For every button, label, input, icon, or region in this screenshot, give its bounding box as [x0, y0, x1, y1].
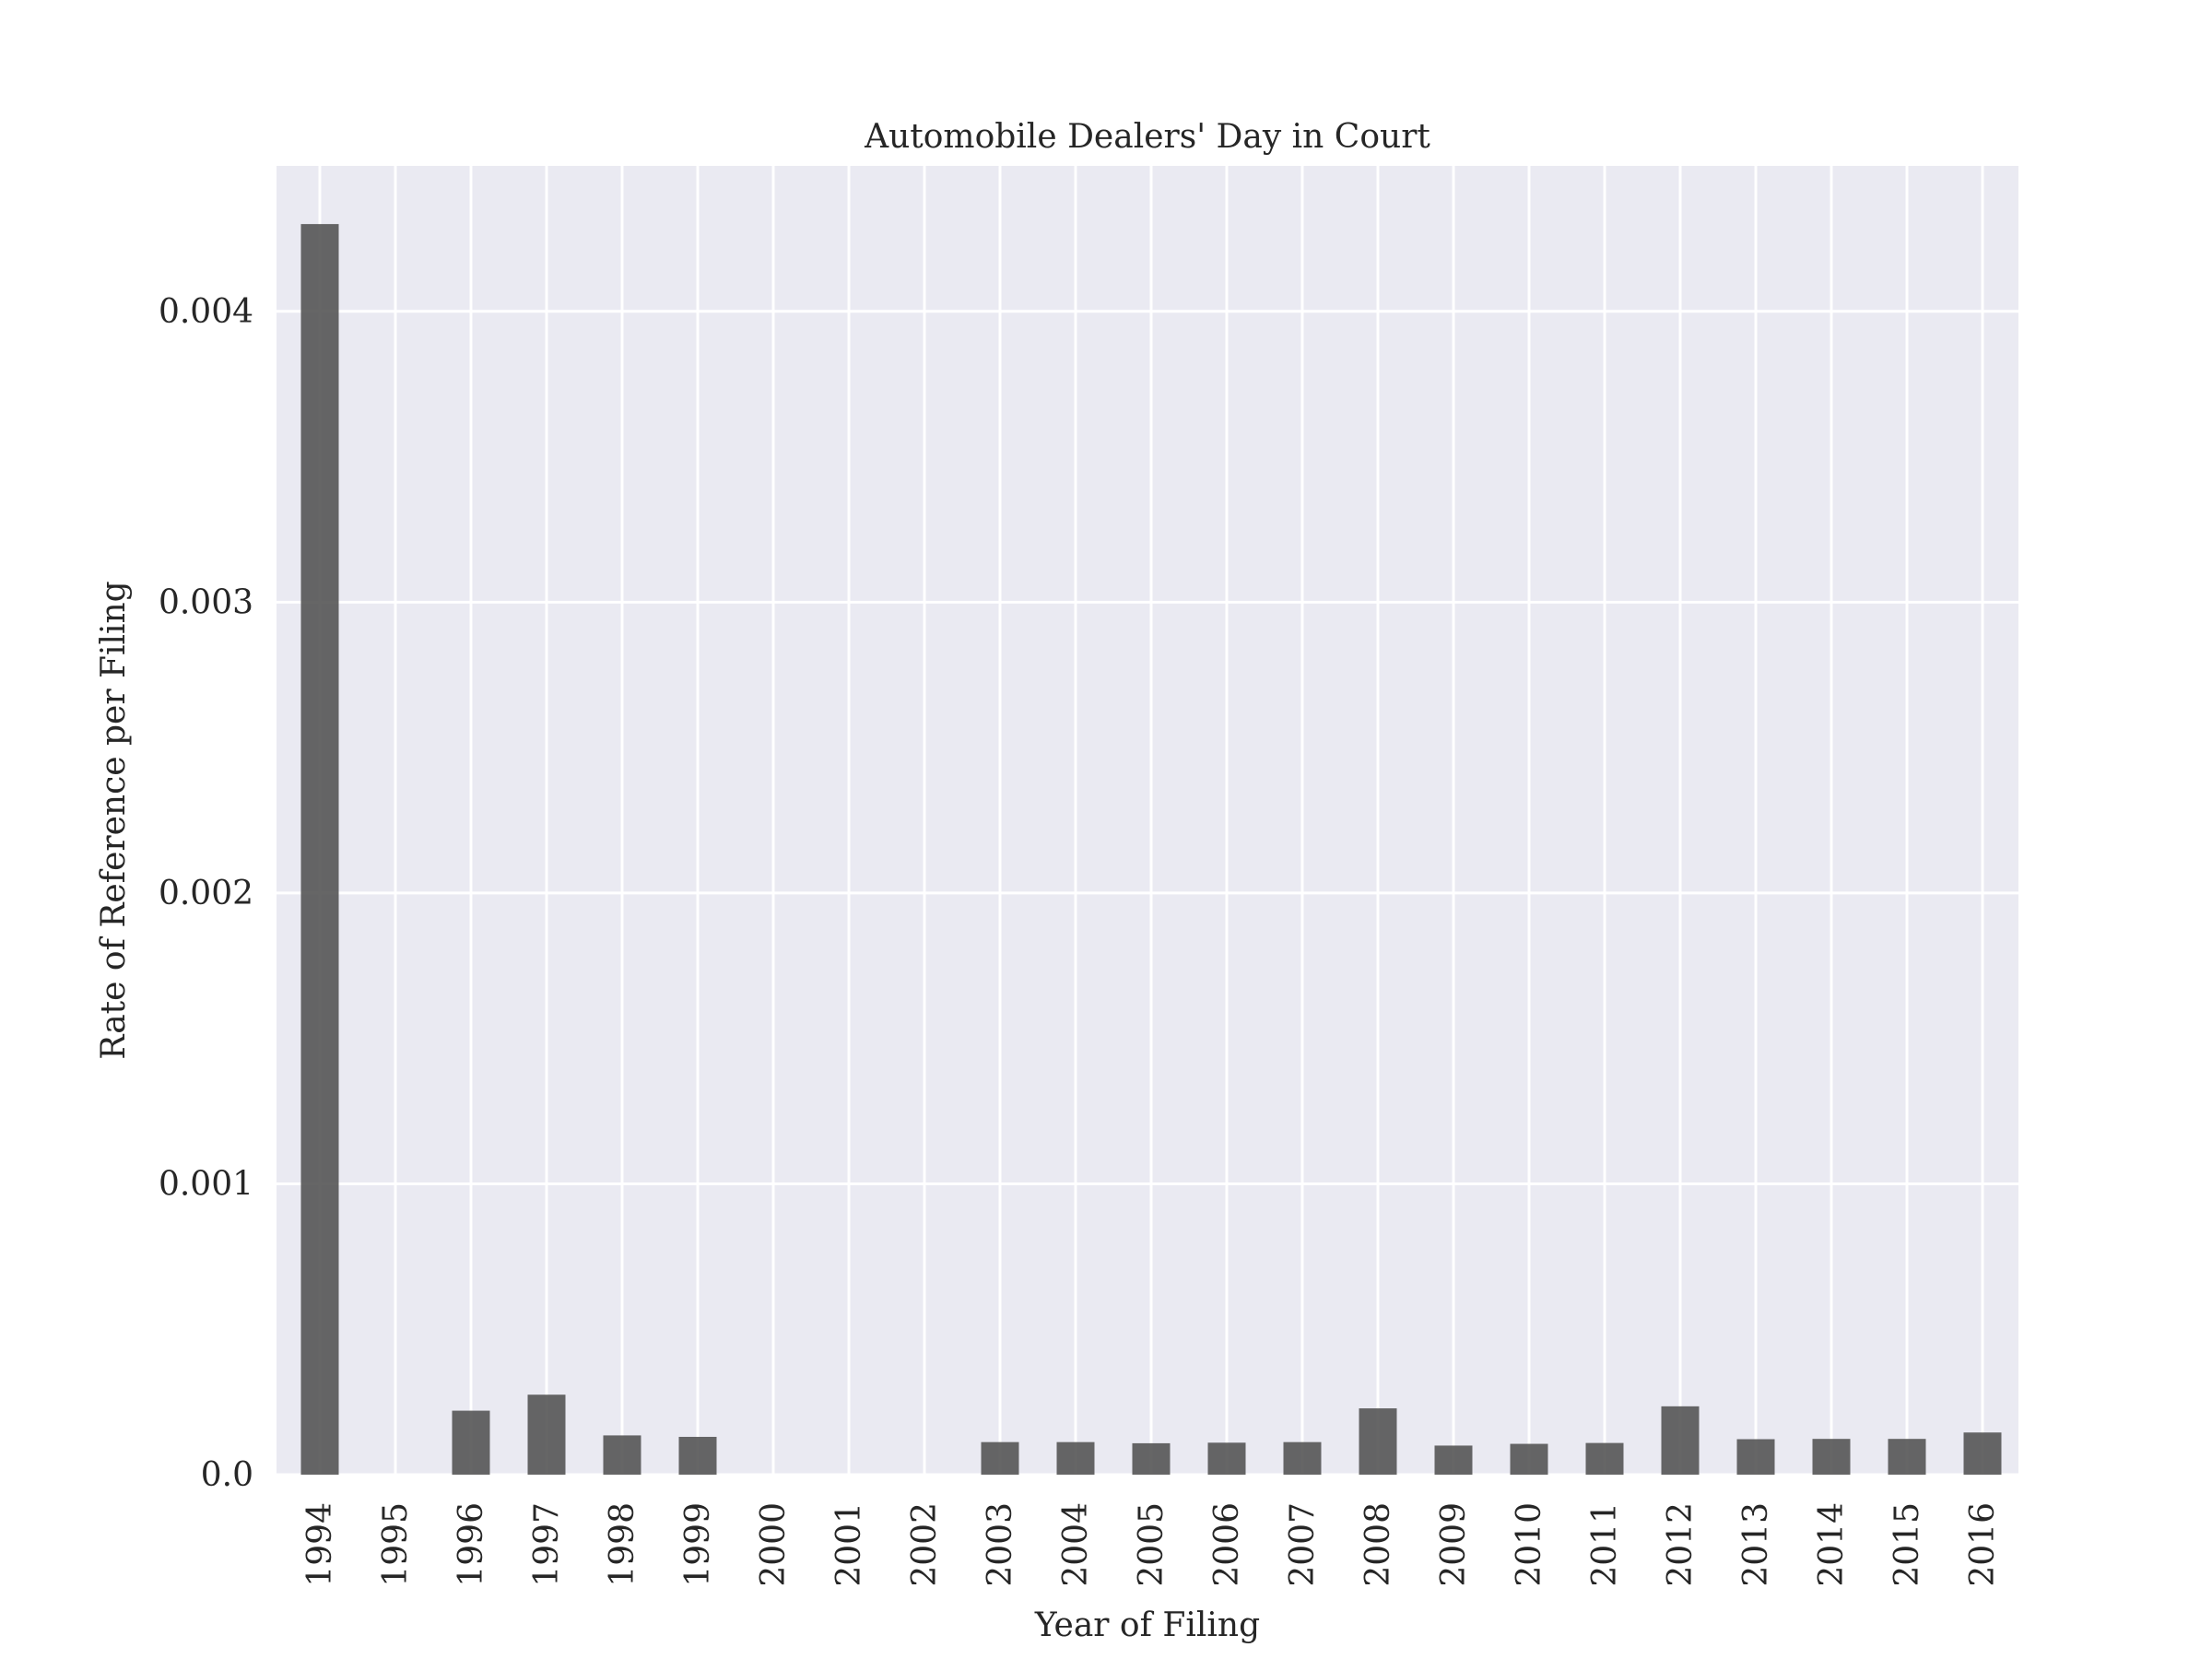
- bar-2007: [1283, 1441, 1322, 1475]
- x-tick-label: 2006: [1208, 1502, 1246, 1587]
- x-tick-label: 2003: [982, 1502, 1019, 1587]
- y-tick-label: 0.001: [159, 1165, 253, 1203]
- y-tick-label: 0.0: [201, 1456, 253, 1494]
- x-tick-label: 2000: [755, 1502, 793, 1587]
- bar-1998: [603, 1435, 641, 1475]
- y-tick-labels: 0.0 0.001 0.002 0.003 0.004: [159, 293, 253, 1494]
- bar-2005: [1132, 1442, 1171, 1475]
- bar-1999: [678, 1436, 717, 1475]
- x-tick-label: 2012: [1662, 1502, 1700, 1587]
- x-tick-label: 1995: [377, 1502, 415, 1587]
- bar-2010: [1510, 1443, 1548, 1475]
- x-tick-label: 2002: [906, 1502, 944, 1587]
- chart-title: Automobile Dealers' Day in Court: [864, 118, 1430, 156]
- x-tick-label: 2014: [1813, 1502, 1851, 1587]
- x-tick-label: 2015: [1888, 1502, 1926, 1587]
- x-tick-label: 2013: [1737, 1502, 1775, 1587]
- x-tick-labels: 1994 1995 1996 1997 1998 1999 2000 2001 2002 2003…: [301, 1502, 2002, 1587]
- x-tick-label: 1994: [301, 1502, 339, 1587]
- bar-2011: [1585, 1442, 1624, 1475]
- x-tick-label: 1996: [453, 1502, 490, 1587]
- y-axis-label: Rate of Reference per Filing: [95, 581, 133, 1059]
- x-tick-label: 1997: [528, 1502, 566, 1587]
- x-tick-label: 2009: [1435, 1502, 1473, 1587]
- x-tick-label: 2005: [1133, 1502, 1171, 1587]
- x-tick-label: 1999: [679, 1502, 717, 1587]
- x-tick-label: 2004: [1057, 1502, 1095, 1587]
- x-tick-label: 2001: [830, 1502, 868, 1587]
- x-axis-label: Year of Filing: [1034, 1606, 1260, 1644]
- x-tick-label: 1998: [604, 1502, 641, 1587]
- bar-1996: [452, 1410, 490, 1475]
- bar-2006: [1207, 1442, 1246, 1475]
- bar-1997: [527, 1394, 566, 1475]
- y-tick-label: 0.004: [159, 293, 253, 331]
- bar-2016: [1963, 1432, 2002, 1475]
- x-tick-label: 2011: [1586, 1502, 1624, 1587]
- x-tick-label: 2010: [1511, 1502, 1548, 1587]
- y-tick-label: 0.003: [159, 583, 253, 621]
- x-tick-label: 2016: [1964, 1502, 2002, 1587]
- x-tick-label: 2008: [1359, 1502, 1397, 1587]
- y-tick-label: 0.002: [159, 875, 253, 912]
- bar-1994: [300, 224, 339, 1476]
- bar-2008: [1359, 1408, 1397, 1475]
- bar-2004: [1056, 1441, 1095, 1475]
- grid-lines: [276, 166, 2018, 1477]
- bars: [300, 224, 2002, 1476]
- bar-2012: [1661, 1406, 1700, 1475]
- bar-2014: [1812, 1439, 1851, 1475]
- bar-2013: [1736, 1439, 1775, 1475]
- x-tick-label: 2007: [1284, 1502, 1322, 1587]
- bar-2003: [981, 1441, 1019, 1475]
- bar-2015: [1888, 1439, 1926, 1475]
- plot-background: [276, 166, 2018, 1475]
- bar-2009: [1434, 1445, 1473, 1475]
